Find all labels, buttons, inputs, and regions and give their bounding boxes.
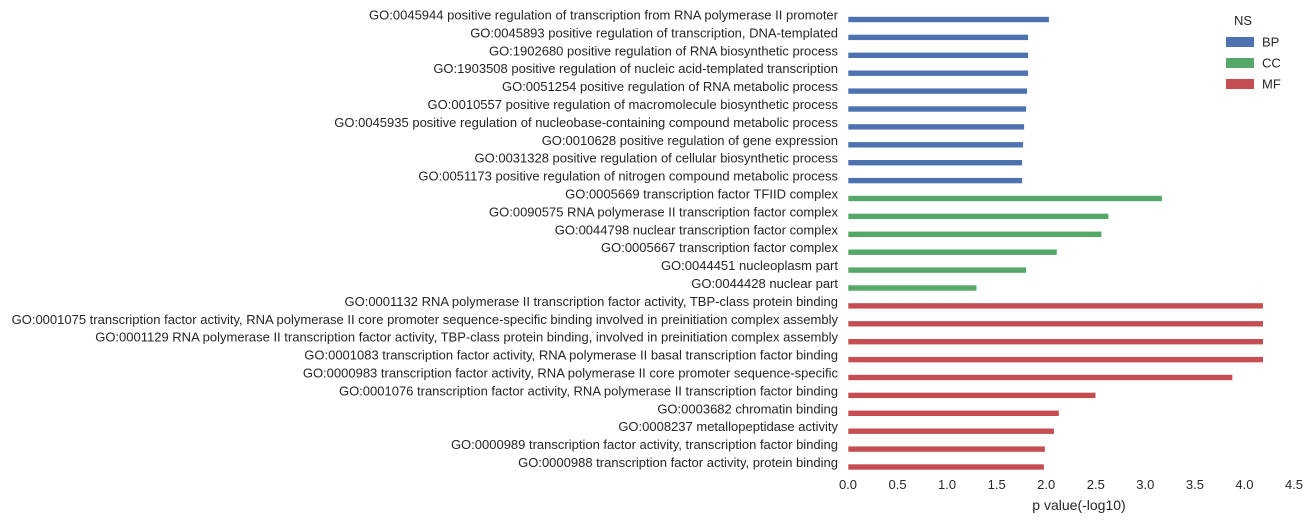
category-label: GO:0045935 positive regulation of nucleo… xyxy=(334,115,838,130)
category-label: GO:0051254 positive regulation of RNA me… xyxy=(502,79,839,94)
category-label: GO:1903508 positive regulation of nuclei… xyxy=(433,61,838,76)
legend-label-mf: MF xyxy=(1262,77,1281,92)
x-tick-label: 4.0 xyxy=(1235,477,1253,492)
bar-bp-8 xyxy=(847,159,1023,166)
bar-bp-7 xyxy=(847,141,1024,149)
x-tick-label: 3.0 xyxy=(1136,477,1154,492)
bar-bp-5 xyxy=(847,105,1027,113)
bar-mf-19 xyxy=(847,356,1264,363)
bar-bp-1 xyxy=(847,34,1029,41)
bar-mf-24 xyxy=(847,445,1046,453)
category-label: GO:0000988 transcription factor activity… xyxy=(518,455,838,470)
bar-bp-9 xyxy=(847,177,1023,184)
bar-bp-3 xyxy=(847,69,1029,77)
bar-cc-11 xyxy=(847,213,1110,220)
legend-swatch-bp xyxy=(1226,37,1254,47)
category-label: GO:0051173 positive regulation of nitrog… xyxy=(418,169,838,184)
category-label: GO:0001083 transcription factor activity… xyxy=(304,348,838,363)
category-labels: GO:0045944 positive regulation of transc… xyxy=(12,8,839,471)
category-label: GO:0010628 positive regulation of gene e… xyxy=(542,133,838,148)
category-label: GO:0044428 nuclear part xyxy=(691,276,838,291)
bar-bp-6 xyxy=(847,123,1025,131)
x-axis-ticks: 0.0 0.5 1.0 1.5 2.0 2.5 3.0 3.5 4.0 4.5 xyxy=(839,477,1303,492)
category-label: GO:0001076 transcription factor activity… xyxy=(339,383,838,398)
category-label: GO:0005669 transcription factor TFIID co… xyxy=(565,187,838,202)
category-label: GO:0001132 RNA polymerase II transcripti… xyxy=(344,294,838,309)
category-label: GO:0044451 nucleoplasm part xyxy=(661,258,838,273)
category-label: GO:0031328 positive regulation of cellul… xyxy=(475,151,839,166)
bar-mf-22 xyxy=(847,409,1060,417)
category-label: GO:0045893 positive regulation of transc… xyxy=(470,25,838,40)
category-label: GO:0001075 transcription factor activity… xyxy=(12,312,839,327)
category-label: GO:0045944 positive regulation of transc… xyxy=(369,8,839,23)
x-tick-label: 0.0 xyxy=(839,477,857,492)
bar-mf-16 xyxy=(847,302,1264,310)
legend: NS BP CC MF xyxy=(1226,13,1281,92)
legend-swatch-mf xyxy=(1226,79,1254,89)
bar-cc-14 xyxy=(847,266,1027,274)
x-tick-label: 4.5 xyxy=(1285,477,1303,492)
x-tick-label: 2.0 xyxy=(1037,477,1055,492)
category-label: GO:0010557 positive regulation of macrom… xyxy=(428,97,839,112)
bar-mf-23 xyxy=(847,427,1055,435)
bar-mf-17 xyxy=(847,320,1264,328)
category-label: GO:0000989 transcription factor activity… xyxy=(451,437,838,452)
legend-label-bp: BP xyxy=(1262,35,1279,50)
category-label: GO:0044798 nuclear transcription factor … xyxy=(555,222,839,237)
x-tick-label: 1.0 xyxy=(938,477,956,492)
bar-mf-21 xyxy=(847,392,1097,399)
x-axis-label: p value(-log10) xyxy=(1032,497,1125,513)
bar-cc-12 xyxy=(847,231,1102,238)
x-tick-label: 2.5 xyxy=(1087,477,1105,492)
bar-cc-15 xyxy=(847,284,978,292)
bar-bp-4 xyxy=(847,87,1028,95)
x-tick-label: 1.5 xyxy=(988,477,1006,492)
legend-title: NS xyxy=(1234,13,1252,28)
category-label: GO:1902680 positive regulation of RNA bi… xyxy=(489,43,839,58)
category-label: GO:0000983 transcription factor activity… xyxy=(303,366,839,381)
category-label: GO:0003682 chromatin binding xyxy=(657,401,838,416)
category-label: GO:0001129 RNA polymerase II transcripti… xyxy=(95,330,838,345)
legend-label-cc: CC xyxy=(1262,56,1281,71)
bars-layer xyxy=(847,16,1264,471)
bar-bp-0 xyxy=(847,16,1050,23)
legend-swatch-cc xyxy=(1226,58,1254,68)
bar-cc-10 xyxy=(847,195,1163,202)
bar-mf-18 xyxy=(847,338,1264,346)
bar-cc-13 xyxy=(847,248,1058,256)
x-tick-label: 3.5 xyxy=(1186,477,1204,492)
bar-bp-2 xyxy=(847,51,1029,59)
x-tick-label: 0.5 xyxy=(889,477,907,492)
category-label: GO:0090575 RNA polymerase II transcripti… xyxy=(489,204,838,219)
category-label: GO:0005667 transcription factor complex xyxy=(601,240,839,255)
category-label: GO:0008237 metallopeptidase activity xyxy=(618,419,838,434)
bar-mf-25 xyxy=(847,463,1045,471)
bar-mf-20 xyxy=(847,374,1233,381)
